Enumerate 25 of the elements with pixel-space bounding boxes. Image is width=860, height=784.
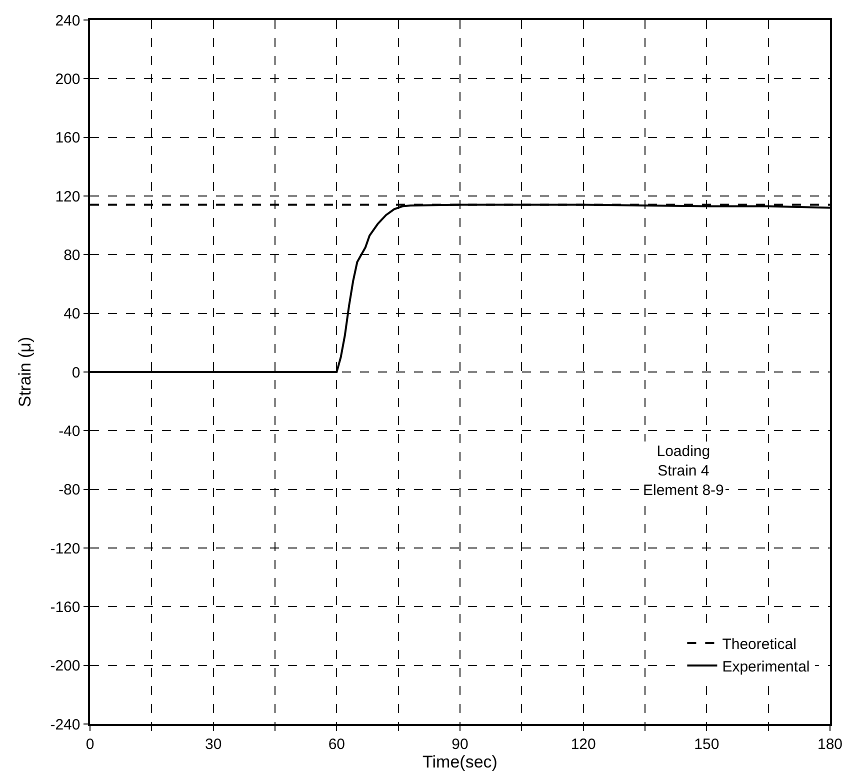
x-tick-label: 120 <box>570 736 596 753</box>
annotation: Loading Strain 4 Element 8-9 <box>643 443 724 499</box>
y-tick-label: 40 <box>64 306 80 323</box>
legend-label: Theoretical <box>722 636 796 653</box>
x-tick-label: 60 <box>328 736 346 753</box>
y-axis-title: Strain (μ) <box>15 336 34 408</box>
y-tick-label: 80 <box>64 246 80 264</box>
y-tick-label: 200 <box>55 70 80 88</box>
y-tick-label: -40 <box>58 422 80 440</box>
x-tick-label: 30 <box>204 736 222 753</box>
y-tick-label: 0 <box>72 364 80 382</box>
y-tick-label: 160 <box>55 130 80 147</box>
y-tick-label: -240 <box>50 716 80 734</box>
x-tick-label: 180 <box>817 736 843 753</box>
y-tick-label: 240 <box>55 12 80 30</box>
legend-label: Experimental <box>722 658 810 676</box>
y-tick-label: -80 <box>58 482 80 499</box>
x-tick-label: 90 <box>452 736 468 753</box>
x-tick-label: 150 <box>694 736 720 753</box>
y-tick-label: -160 <box>50 598 80 616</box>
y-tick-label: -200 <box>50 658 80 675</box>
x-tick-label: 0 <box>86 736 94 753</box>
y-tick-label: 120 <box>55 188 80 206</box>
x-axis-title: Time(sec) <box>422 752 498 772</box>
y-tick-label: -120 <box>50 540 80 558</box>
